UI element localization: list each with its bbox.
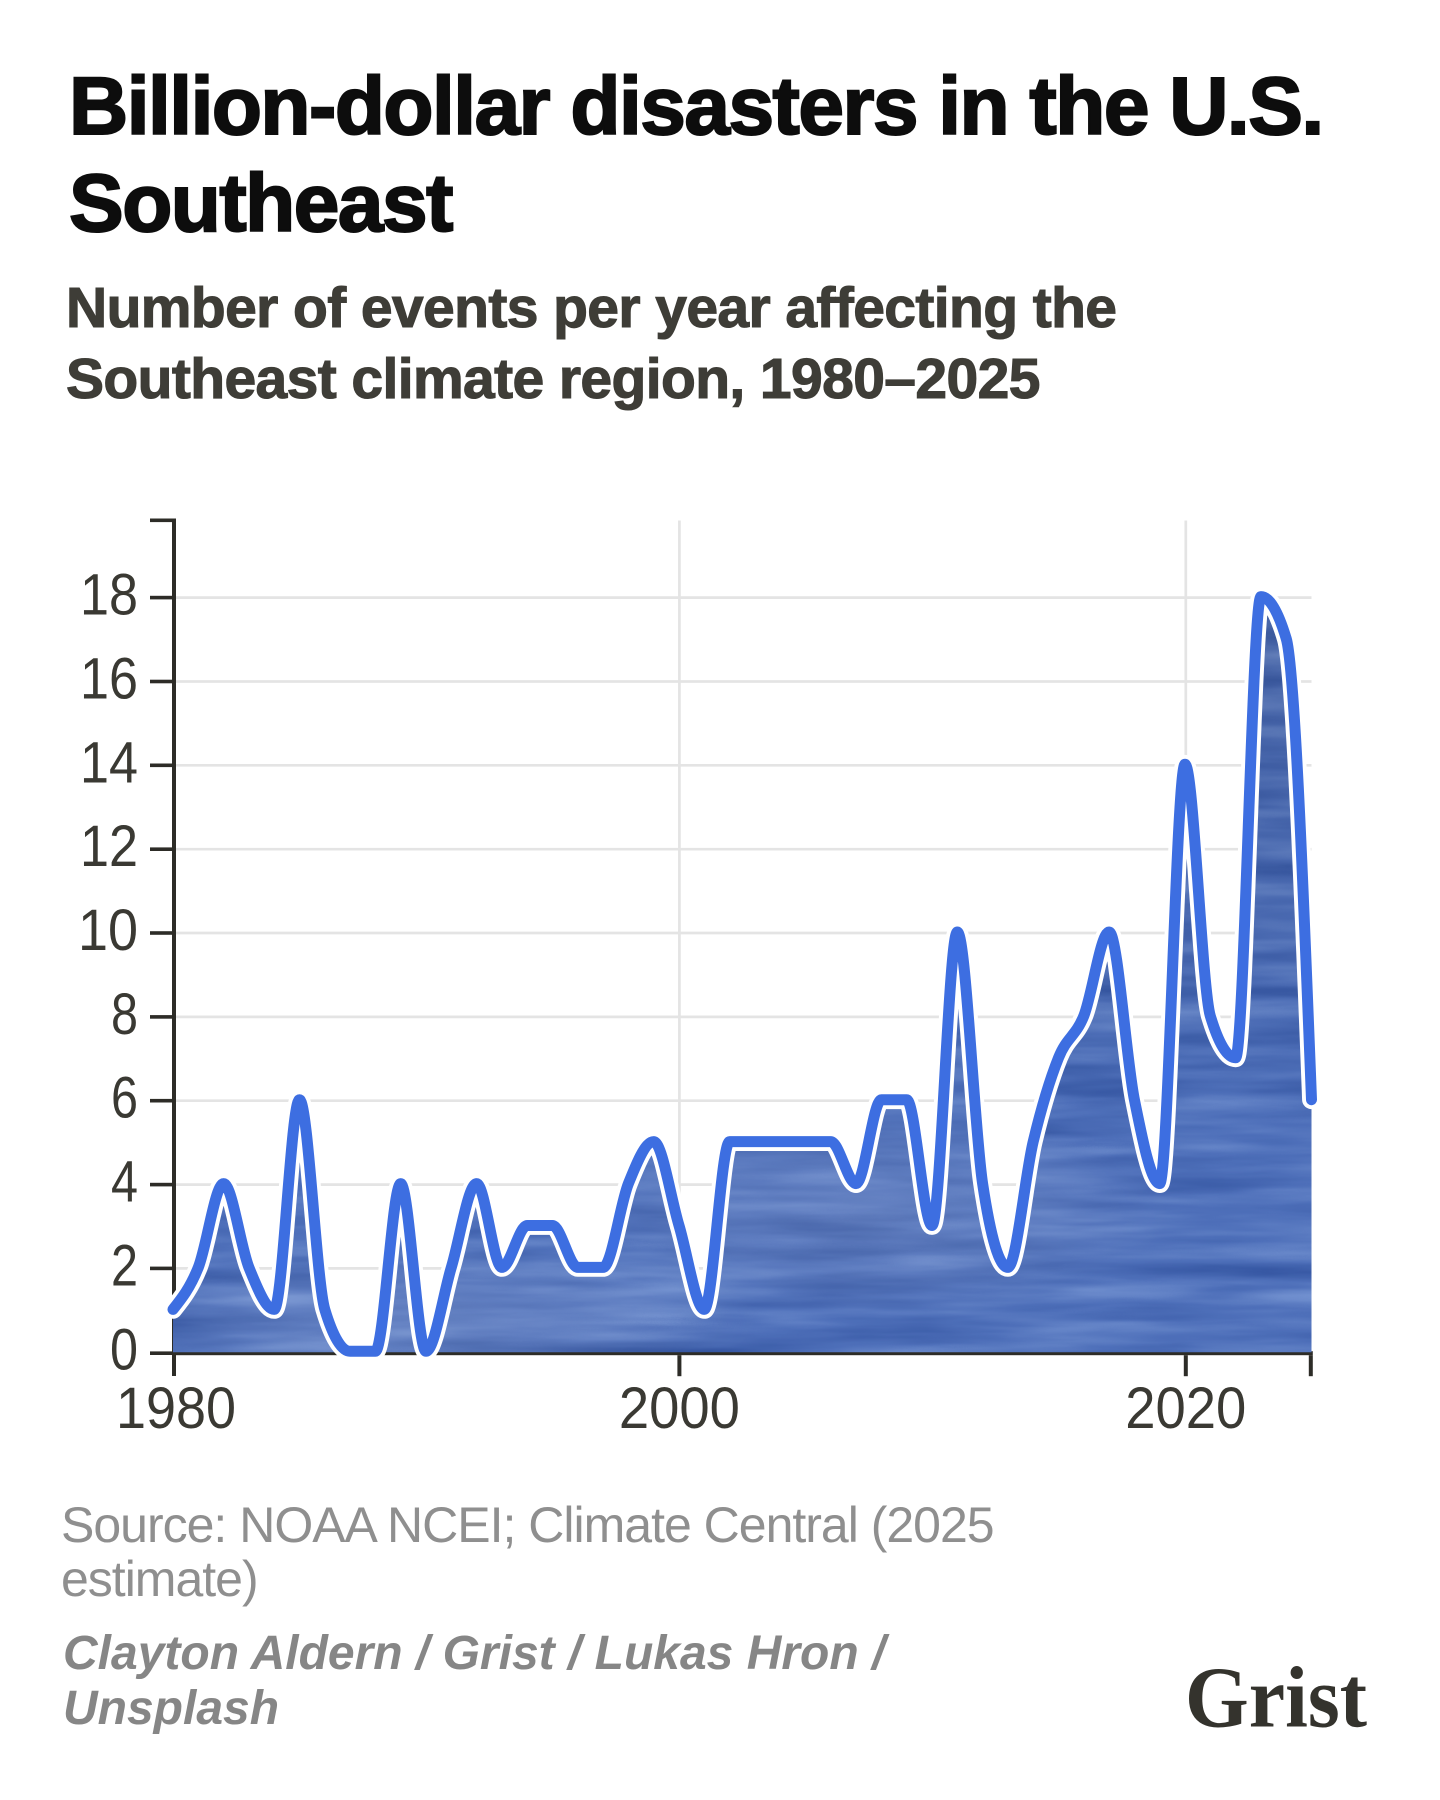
svg-text:2000: 2000 [619, 1376, 740, 1441]
svg-text:0: 0 [110, 1317, 138, 1382]
svg-text:4: 4 [111, 1150, 138, 1215]
svg-text:14: 14 [80, 730, 138, 795]
svg-text:12: 12 [80, 814, 138, 879]
svg-text:2: 2 [111, 1233, 138, 1298]
svg-text:6: 6 [111, 1066, 138, 1131]
svg-text:8: 8 [111, 982, 138, 1047]
svg-text:18: 18 [80, 563, 138, 628]
svg-text:10: 10 [78, 898, 138, 963]
svg-text:2020: 2020 [1125, 1376, 1246, 1441]
svg-text:1980: 1980 [116, 1376, 236, 1441]
svg-text:Grist: Grist [1185, 1649, 1367, 1746]
svg-text:16: 16 [80, 647, 138, 712]
